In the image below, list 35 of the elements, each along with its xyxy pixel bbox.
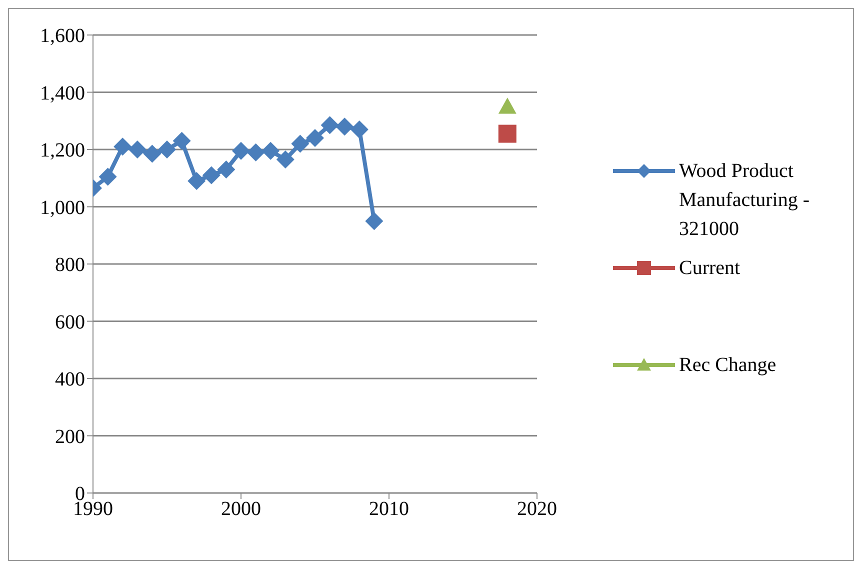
point xyxy=(172,132,191,150)
point xyxy=(232,142,250,160)
point xyxy=(365,212,384,230)
point xyxy=(188,172,206,190)
y-tick-label: 1,600 xyxy=(40,25,85,48)
point xyxy=(276,150,294,169)
legend-label: Current xyxy=(679,256,742,281)
point xyxy=(336,118,354,136)
point xyxy=(306,129,324,148)
x-tick-label: 2020 xyxy=(517,498,557,520)
point xyxy=(262,142,280,160)
point xyxy=(143,144,162,163)
x-tick-label: 2000 xyxy=(221,498,261,520)
y-tick-label: 1,200 xyxy=(40,140,85,162)
point xyxy=(158,140,176,158)
point xyxy=(98,168,117,186)
point xyxy=(498,98,516,114)
point xyxy=(350,120,368,138)
y-tick-label: 1,400 xyxy=(40,82,85,104)
point xyxy=(202,166,220,184)
point xyxy=(128,140,146,158)
legend-label: Rec Change xyxy=(679,353,778,378)
y-tick-label: 200 xyxy=(55,426,85,448)
point xyxy=(246,143,265,162)
legend-label: Wood Product Manufacturing - 321000 xyxy=(679,159,811,242)
point xyxy=(320,116,339,134)
point xyxy=(217,160,236,179)
point xyxy=(291,134,310,153)
x-tick-label: 2010 xyxy=(369,498,409,520)
y-tick-label: 800 xyxy=(55,254,85,276)
y-tick-label: 400 xyxy=(55,368,85,391)
y-tick-label: 600 xyxy=(55,311,85,334)
point xyxy=(114,138,132,156)
y-tick-label: 1,000 xyxy=(40,196,85,219)
point xyxy=(498,124,516,143)
